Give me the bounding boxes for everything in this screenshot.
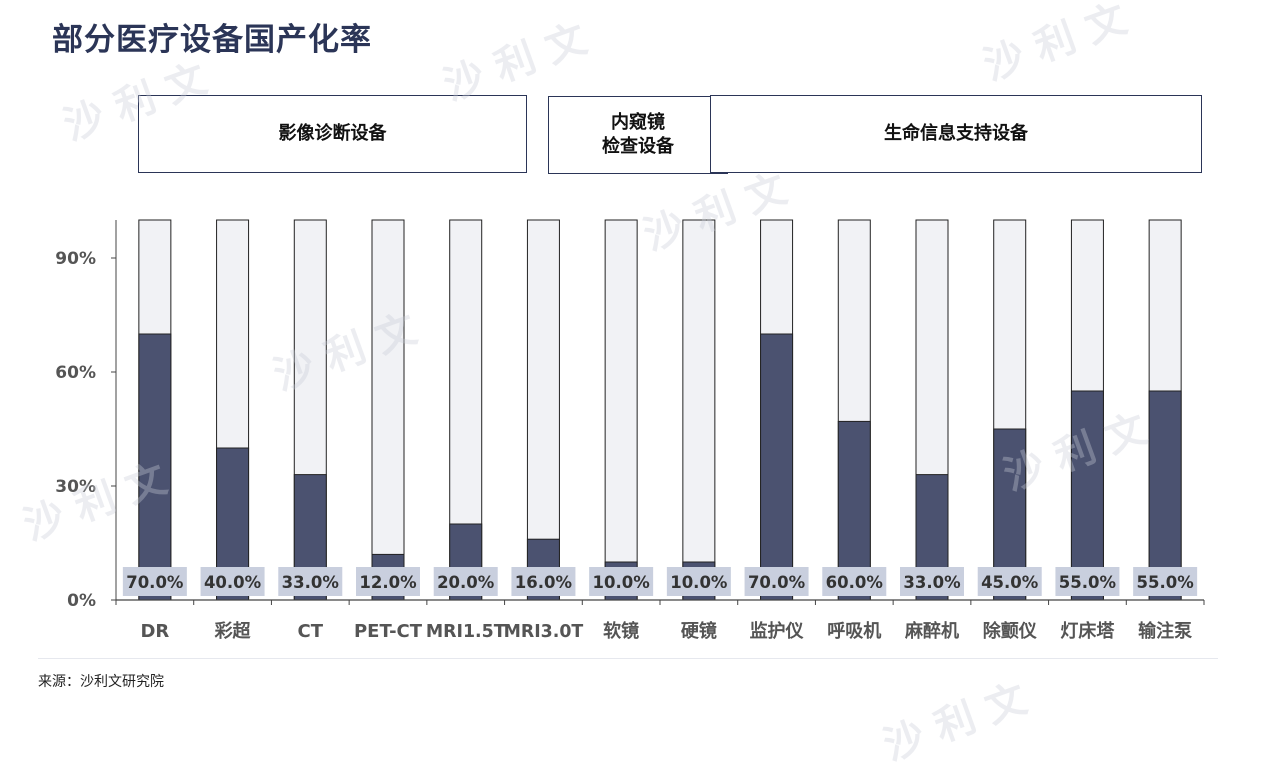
x-category-label: CT [298,621,324,642]
data-label: 10.0% [593,573,651,592]
data-label-background [511,567,576,596]
data-label-background [433,567,498,596]
y-tick-label: 30% [55,477,96,497]
group-label-life-support: 生命信息支持设备 [710,95,1202,173]
footer-divider [38,658,1218,659]
data-label-background [977,567,1042,596]
data-label-background [356,567,420,596]
x-category-label: 灯床塔 [1060,620,1115,642]
y-tick-label: 0% [67,591,96,611]
bar-domestic [1148,390,1182,601]
data-label: 16.0% [515,573,573,592]
data-label-background [589,567,654,596]
data-label: 33.0% [903,573,961,592]
x-category-label: PET-CT [354,621,423,642]
data-label: 70.0% [126,573,184,592]
data-label-background [744,567,809,596]
data-label: 60.0% [826,573,884,592]
data-label-background [666,567,731,596]
bar-remainder [682,219,716,601]
data-label: 70.0% [748,573,806,592]
x-category-label: 除颤仪 [983,620,1038,642]
data-label-background [200,567,265,596]
x-category-label: MRI1.5T [426,621,506,642]
x-category-label: MRI3.0T [504,621,584,642]
page-title: 部分医疗设备国产化率 [52,22,372,58]
x-category-label: 呼吸机 [827,621,881,642]
data-label-background [822,567,887,596]
x-category-label: 监护仪 [750,620,805,642]
data-label-background [278,567,343,596]
data-label: 33.0% [282,573,340,592]
group-label-imaging-text: 影像诊断设备 [278,122,387,144]
x-category-label: 麻醉机 [904,620,959,642]
group-label-imaging: 影像诊断设备 [138,95,527,173]
data-label: 55.0% [1059,573,1117,592]
data-label: 20.0% [437,573,495,592]
localization-rate-chart: 0% 30% 60% 90% 70.0% DR 40.0% 彩超 33.0% CT 12.0% PET… [55,219,1205,642]
bar-remainder [526,219,560,601]
y-tick-label: 60% [55,363,96,383]
x-category-label: 软镜 [603,620,639,642]
x-category-label: 输注泵 [1138,620,1192,642]
x-category-label: 彩超 [214,620,252,642]
bar-remainder [604,219,638,601]
data-label: 12.0% [359,573,417,592]
data-label: 40.0% [204,573,262,592]
source-note: 来源：沙利文研究院 [38,674,164,690]
bar-domestic [760,333,794,601]
data-label: 10.0% [670,573,728,592]
data-label-background [1055,567,1120,596]
data-label-background [1133,567,1198,596]
group-label-endoscope-line2: 检查设备 [602,136,674,157]
group-label-endoscope-line1: 内窥镜 [611,111,665,133]
group-label-life-support-text: 生命信息支持设备 [884,122,1028,144]
data-label: 55.0% [1137,573,1195,592]
bar-domestic [138,333,172,601]
data-label-background [122,567,187,596]
data-label-background [900,567,964,596]
x-category-label: 硬镜 [681,620,717,642]
x-category-label: DR [140,621,169,642]
data-label: 45.0% [981,573,1039,592]
y-tick-label: 90% [55,249,96,269]
bar-remainder [371,219,405,601]
bar-domestic [1070,390,1104,601]
